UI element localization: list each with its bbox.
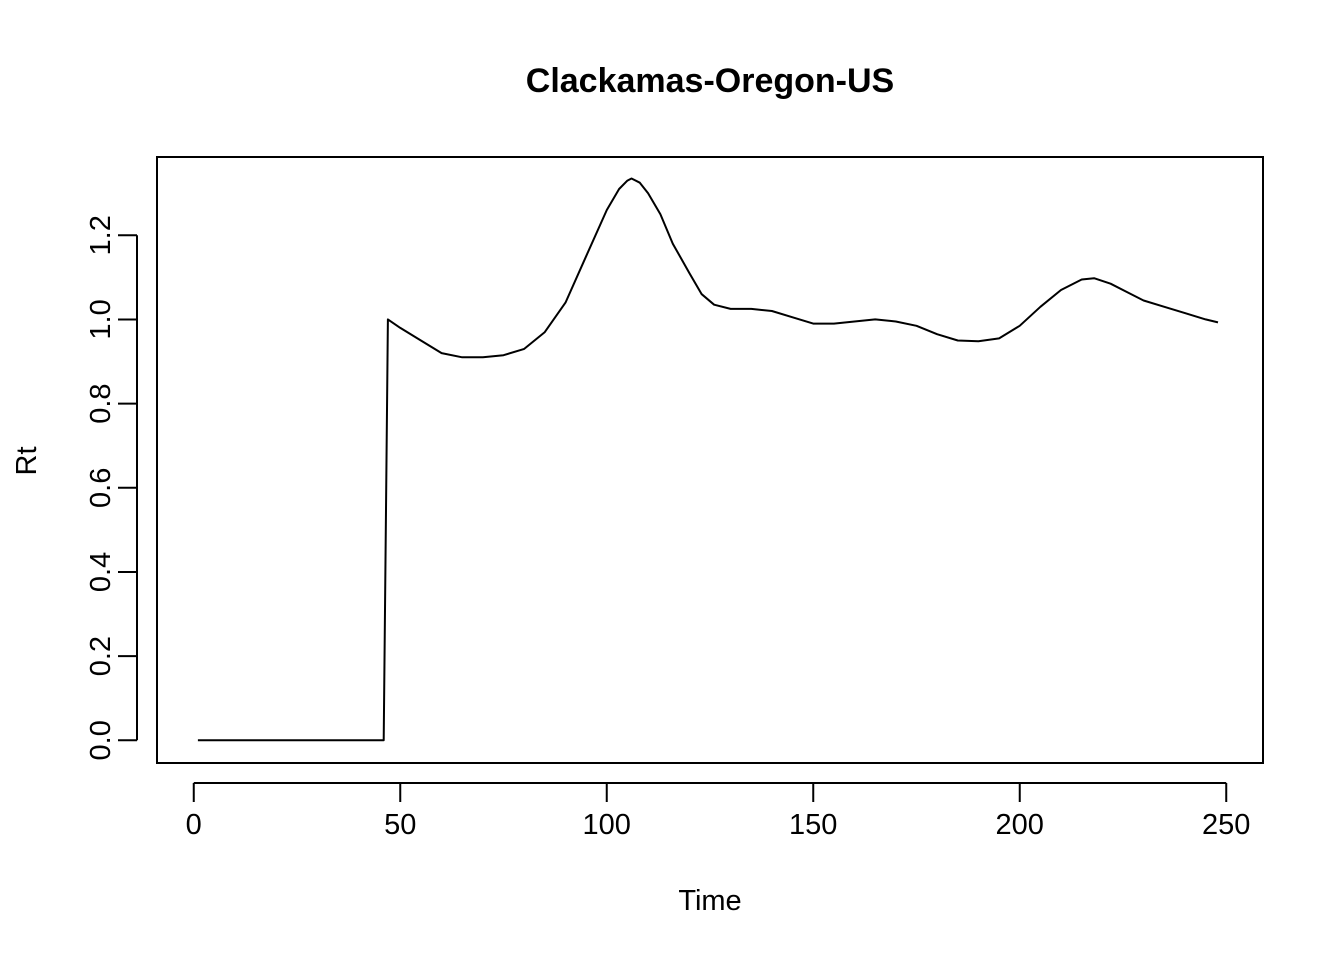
y-axis-label: Rt (11, 447, 43, 476)
x-axis-label: Time (678, 885, 741, 917)
y-tick-label: 0.2 (85, 636, 117, 676)
x-tick-label: 100 (583, 809, 631, 841)
x-tick-label: 150 (789, 809, 837, 841)
plot-frame (156, 156, 1264, 764)
y-tick-label: 0.6 (85, 468, 117, 508)
y-tick-label: 0.0 (85, 720, 117, 760)
y-tick-label: 1.0 (85, 299, 117, 339)
series-line (197, 177, 1219, 742)
y-axis: 0.0 0.2 0.4 0.6 0.8 1.0 1.2 (85, 215, 138, 760)
y-tick-label: 0.8 (85, 383, 117, 423)
series-group (197, 177, 1219, 742)
x-tick-label: 200 (996, 809, 1044, 841)
y-tick-label: 0.4 (85, 552, 117, 592)
x-axis: 0 50 100 150 200 250 (186, 782, 1250, 841)
x-tick-label: 0 (186, 809, 202, 841)
y-tick-label: 1.2 (85, 215, 117, 255)
x-tick-label: 50 (384, 809, 416, 841)
chart-title: Clackamas-Oregon-US (526, 62, 894, 100)
x-tick-label: 250 (1202, 809, 1250, 841)
